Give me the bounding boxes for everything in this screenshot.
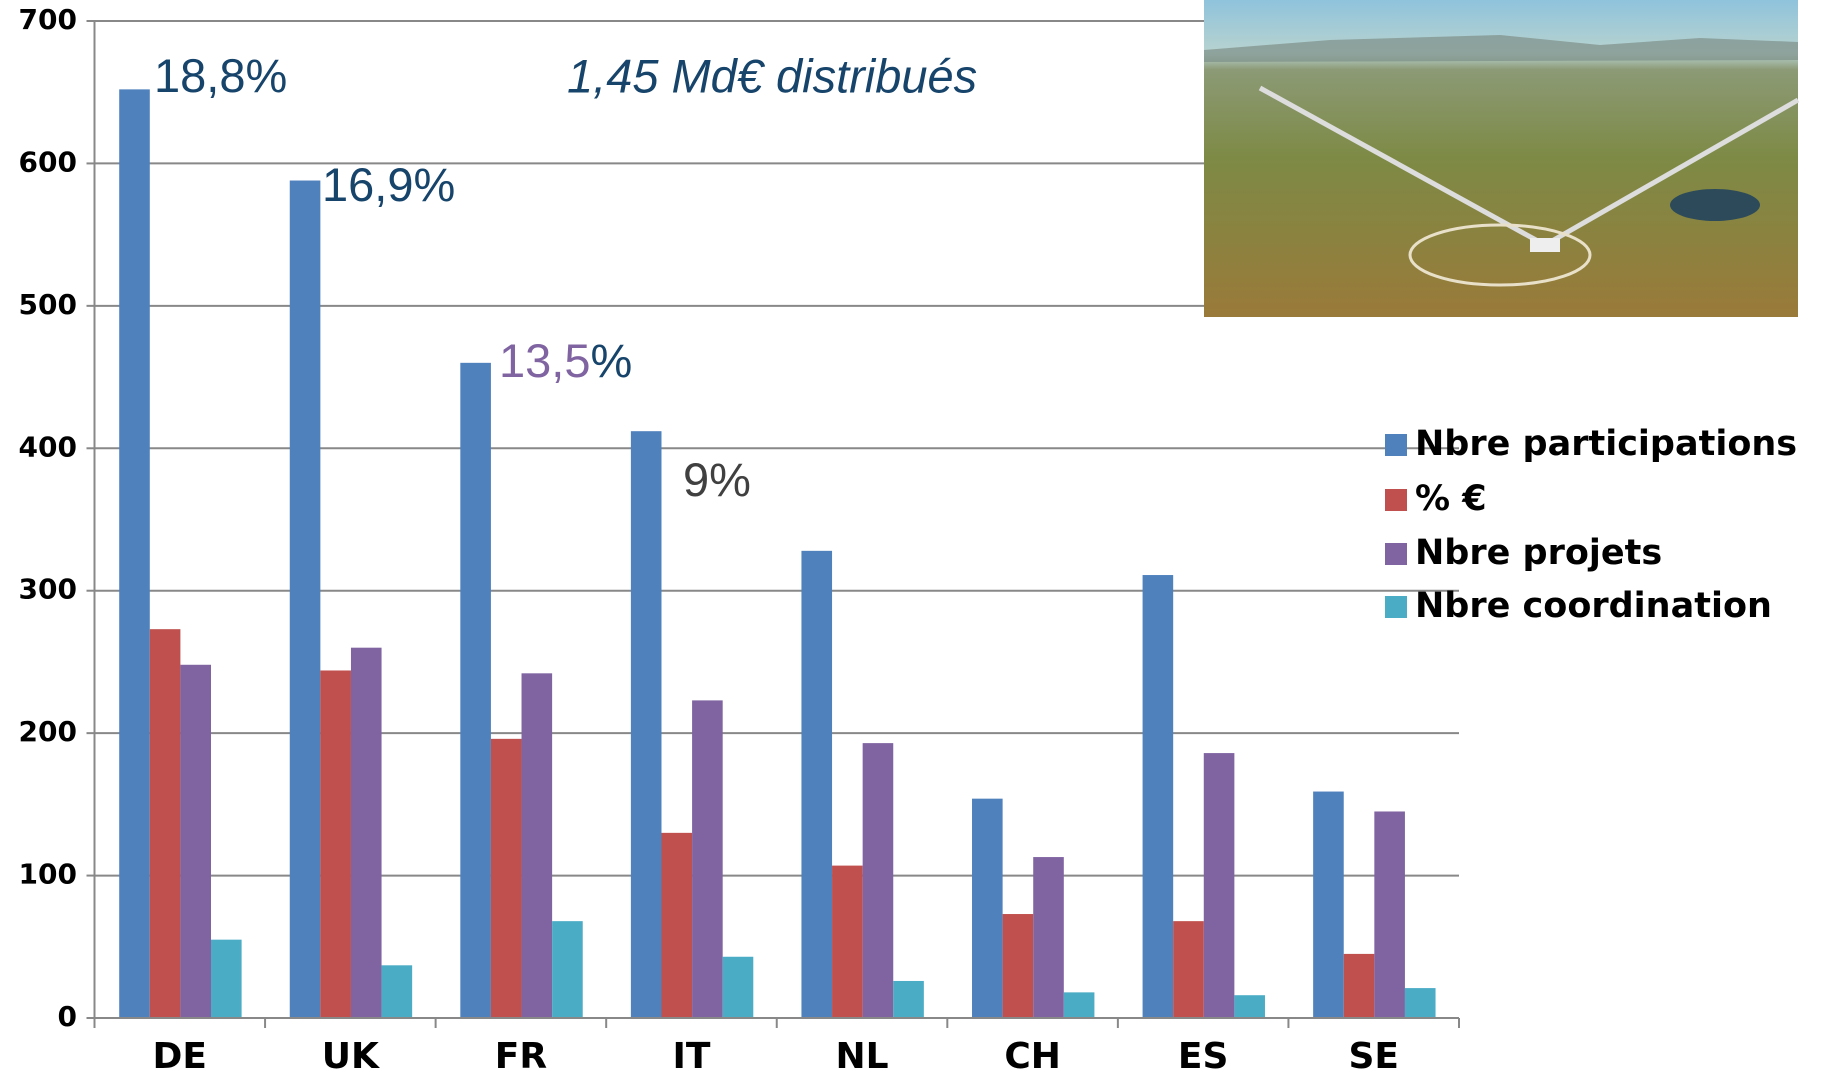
y-tick-label: 100: [19, 858, 77, 891]
y-tick-label: 500: [19, 288, 77, 321]
annotation: 13,5%: [499, 334, 632, 387]
bar: [801, 550, 833, 1018]
bar: [460, 362, 491, 1018]
y-tick-label: 0: [58, 1000, 77, 1033]
bar: [1313, 791, 1344, 1018]
y-tick-label: 300: [19, 573, 77, 606]
bar: [862, 743, 894, 1018]
bar: [119, 89, 150, 1018]
y-tick-label: 600: [19, 145, 77, 178]
legend-label: Nbre coordination: [1415, 586, 1772, 626]
annotation: 16,9%: [322, 158, 455, 211]
x-tick-label: UK: [322, 1036, 380, 1071]
bar: [893, 980, 924, 1018]
annotation-part: %: [590, 334, 632, 387]
legend-label: Nbre projets: [1415, 533, 1662, 573]
bar: [180, 664, 211, 1018]
x-tick-label: FR: [495, 1036, 547, 1071]
bar: [1033, 857, 1064, 1018]
bar: [832, 865, 863, 1018]
x-tick-label: IT: [672, 1036, 710, 1071]
photo: [1204, 0, 1800, 317]
legend-swatch: [1385, 434, 1407, 456]
x-tick-label: NL: [835, 1036, 888, 1071]
x-tick-label: ES: [1178, 1036, 1229, 1071]
bar: [1173, 921, 1204, 1018]
bar: [972, 798, 1003, 1018]
chart-title: 1,45 Md€ distribués: [567, 49, 977, 102]
legend-swatch: [1385, 596, 1407, 618]
legend-label: Nbre participations: [1415, 424, 1797, 464]
x-tick-label: SE: [1348, 1036, 1399, 1071]
bar: [1063, 992, 1095, 1018]
bar: [1343, 953, 1375, 1018]
annotation: 9%: [683, 453, 751, 506]
bar: [661, 832, 693, 1018]
bar: [149, 629, 181, 1018]
bar: [289, 180, 321, 1018]
y-tick-label: 700: [19, 3, 77, 36]
bar: [211, 939, 242, 1018]
legend-label: % €: [1415, 479, 1487, 519]
bar: [1002, 914, 1034, 1018]
bar: [1234, 995, 1265, 1018]
annotation-part: 13,5: [499, 334, 590, 387]
y-tick-label: 200: [19, 715, 77, 748]
legend-swatch: [1385, 489, 1407, 511]
x-tick-label: DE: [153, 1036, 207, 1071]
bar: [1374, 811, 1405, 1018]
bar: [630, 431, 662, 1018]
bar: [1203, 753, 1235, 1018]
y-tick-label: 400: [19, 430, 77, 463]
annotation-part: 9%: [683, 453, 751, 506]
bar: [521, 673, 553, 1018]
bar: [1142, 575, 1174, 1018]
annotation: 18,8%: [154, 49, 287, 102]
legend-swatch: [1385, 543, 1407, 565]
bar: [490, 738, 522, 1018]
annotation-part: 16,9%: [322, 158, 455, 211]
bar: [722, 956, 754, 1018]
bar: [1404, 988, 1436, 1018]
annotation-part: 18,8%: [154, 49, 287, 102]
x-tick-label: CH: [1004, 1036, 1061, 1071]
bar: [692, 700, 723, 1018]
bar: [350, 647, 382, 1018]
bar: [320, 670, 351, 1018]
bar: [552, 921, 583, 1018]
bar: [381, 965, 413, 1018]
